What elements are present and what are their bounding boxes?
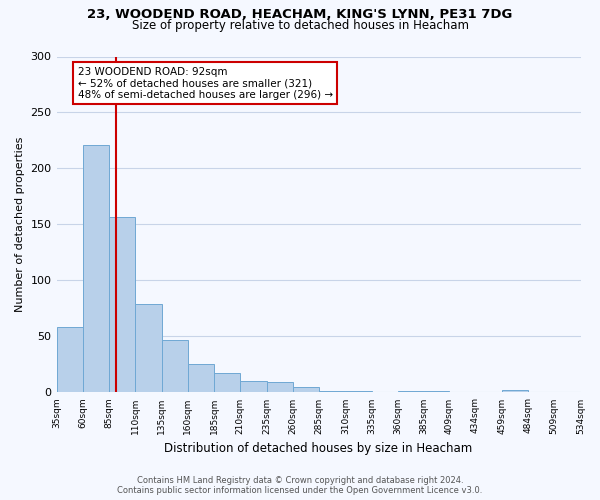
X-axis label: Distribution of detached houses by size in Heacham: Distribution of detached houses by size … <box>164 442 473 455</box>
Bar <box>83 145 109 392</box>
Bar <box>188 364 214 392</box>
Text: Contains HM Land Registry data © Crown copyright and database right 2024.
Contai: Contains HM Land Registry data © Crown c… <box>118 476 482 495</box>
Text: Size of property relative to detached houses in Heacham: Size of property relative to detached ho… <box>131 19 469 32</box>
Bar <box>135 304 161 392</box>
Text: 23, WOODEND ROAD, HEACHAM, KING'S LYNN, PE31 7DG: 23, WOODEND ROAD, HEACHAM, KING'S LYNN, … <box>88 8 512 20</box>
Bar <box>161 340 188 392</box>
Text: 23 WOODEND ROAD: 92sqm
← 52% of detached houses are smaller (321)
48% of semi-de: 23 WOODEND ROAD: 92sqm ← 52% of detached… <box>77 66 332 100</box>
Bar <box>214 374 240 392</box>
Bar <box>240 381 266 392</box>
Bar <box>502 390 528 392</box>
Y-axis label: Number of detached properties: Number of detached properties <box>15 137 25 312</box>
Bar <box>56 328 83 392</box>
Bar <box>109 216 135 392</box>
Bar <box>266 382 293 392</box>
Bar <box>293 387 319 392</box>
